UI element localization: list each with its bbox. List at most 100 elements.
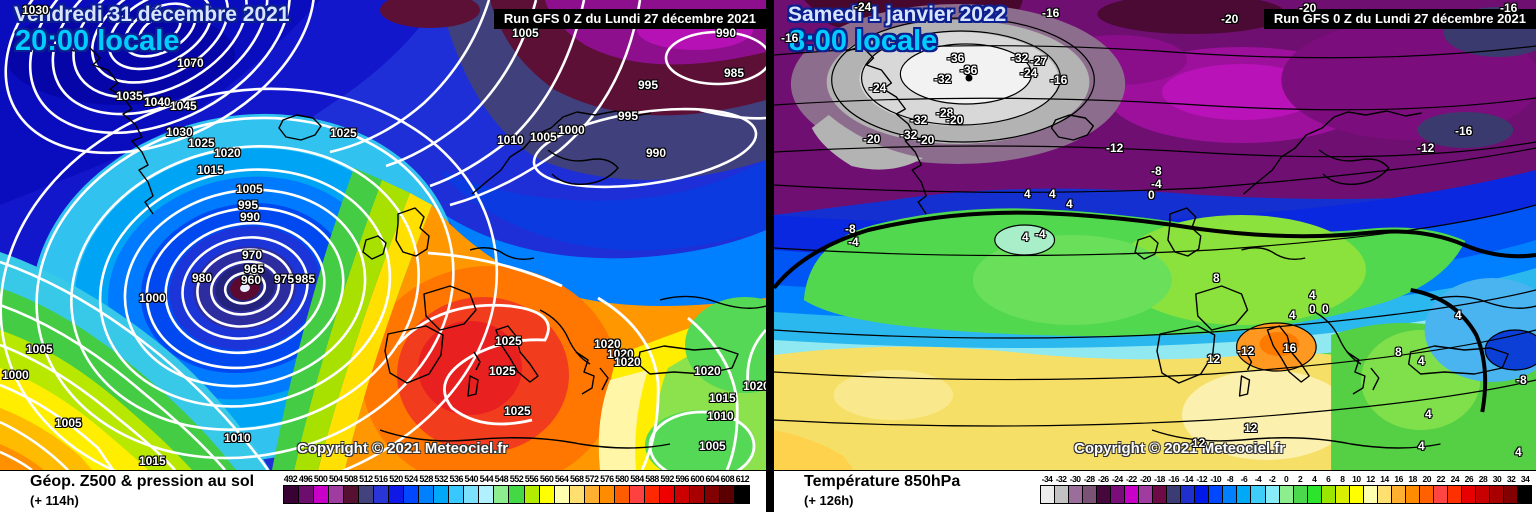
contour-label: 1020: [614, 355, 641, 369]
scale-color-cell: [1475, 486, 1490, 503]
scale-color-cell: [1447, 486, 1462, 503]
panel-temperature: Samedi 1 janvier 2022 8:00 locale Run GF…: [774, 0, 1536, 512]
contour-label: 1005: [512, 26, 539, 40]
scale-tick-label: -22: [1126, 474, 1137, 484]
scale-color-cell: [1321, 486, 1336, 503]
geopotential-map: Vendredi 31 décembre 2021 20:00 locale R…: [0, 0, 766, 471]
scale-color-cell: [284, 486, 300, 503]
scale-tick-label: 532: [434, 474, 448, 484]
copyright-text: Copyright © 2021 Meteociel.fr: [297, 440, 509, 457]
contour-label: 8: [1395, 345, 1402, 359]
temperature-color-scale: -34 -32 -30 -28 -26 -24 -22 -20 -18 -16 -14 -12 -10-…: [1040, 473, 1532, 504]
contour-label: 985: [724, 66, 745, 80]
geopotential-color-scale: 492 496 500 504 508 512 516 520 524 528 532 536 540 5…: [283, 473, 750, 504]
contour-label: 1025: [188, 136, 215, 150]
contour-label: -32: [1011, 51, 1029, 65]
contour-label: 4: [1066, 197, 1073, 211]
scale-tick-label: 608: [720, 474, 735, 484]
contour-label: 1005: [55, 416, 82, 430]
contour-label: 1010: [497, 133, 524, 147]
scale-color-cell: [1153, 486, 1168, 503]
scale-tick-label: 572: [585, 474, 599, 484]
scale-color-cell: [329, 486, 345, 503]
scale-tick-label: 18: [1408, 474, 1417, 484]
contour-label: -32: [900, 128, 918, 142]
scale-color-cell: [404, 486, 420, 503]
scale-tick-label: 22: [1436, 474, 1446, 484]
scale-color-cell: [599, 486, 615, 503]
contour-label: 1070: [177, 56, 204, 70]
scale-tick-label: 540: [464, 474, 479, 484]
panel-geopotential: Vendredi 31 décembre 2021 20:00 locale R…: [0, 0, 766, 512]
scale-tick-label: 14: [1380, 474, 1389, 484]
contour-label: 4: [1309, 288, 1316, 302]
scale-tick-label: 500: [313, 474, 328, 484]
contour-label: 1010: [707, 409, 734, 423]
scale-color-cell: [1307, 486, 1322, 503]
scale-color-cell: [494, 486, 510, 503]
contour-label: 990: [240, 210, 261, 224]
contour-label: -4: [1035, 227, 1046, 241]
map-date-title: Samedi 1 janvier 2022: [788, 3, 1007, 26]
scale-tick-label: 24: [1450, 474, 1460, 484]
legend-title: Température 850hPa: [804, 473, 961, 490]
contour-label: 4: [1515, 445, 1522, 459]
scale-color-cell: [704, 486, 720, 503]
scale-color-cell: [1055, 486, 1070, 503]
contour-label: -16: [781, 31, 799, 45]
contour-label: 990: [716, 26, 737, 40]
scale-color-cell: [1083, 486, 1098, 503]
scale-color-cell: [1377, 486, 1392, 503]
scale-color-cell: [314, 486, 330, 503]
scale-tick-label: 596: [675, 474, 689, 484]
scale-tick-label: 28: [1478, 474, 1488, 484]
temperature-map-graphic: [774, 0, 1536, 470]
scale-color-cell: [1237, 486, 1252, 503]
scale-color-cell: [1349, 486, 1364, 503]
contour-label: 1020: [694, 364, 721, 378]
scale-tick-label: -8: [1226, 474, 1234, 484]
contour-label: 1000: [139, 291, 166, 305]
contour-label: 1030: [166, 125, 193, 139]
scale-tick-label: 34: [1520, 474, 1530, 484]
scale-tick-label: 32: [1506, 474, 1516, 484]
contour-label: 990: [646, 146, 667, 160]
panel-divider: [766, 0, 774, 512]
scale-tick-label: 604: [705, 474, 720, 484]
scale-color-cell: [1139, 486, 1154, 503]
contour-label: -24: [854, 0, 872, 14]
scale-tick-label: -20: [1140, 474, 1151, 484]
scale-tick-label: 12: [1366, 474, 1375, 484]
scale-tick-label: 4: [1312, 474, 1317, 484]
scale-tick-label: 536: [449, 474, 463, 484]
scale-tick-label: 30: [1492, 474, 1502, 484]
contour-label: -16: [1050, 73, 1068, 87]
scale-tick-label: -6: [1240, 474, 1248, 484]
contour-label: 960: [241, 273, 262, 287]
contour-label: -20: [917, 133, 935, 147]
scale-color-cell: [629, 486, 645, 503]
scale-color-cell: [359, 486, 375, 503]
contour-label: 4: [1022, 230, 1029, 244]
contour-label: -12: [1106, 141, 1124, 155]
scale-tick-label: 6: [1326, 474, 1331, 484]
scale-tick-label: 584: [630, 474, 644, 484]
scale-color-cell: [524, 486, 540, 503]
contour-label: -8: [1151, 164, 1162, 178]
scale-tick-label: -12: [1196, 474, 1208, 484]
scale-color-cell: [434, 486, 450, 503]
contour-label: -28: [936, 106, 954, 120]
contour-label: -16: [1455, 124, 1473, 138]
scale-tick-label: 20: [1422, 474, 1431, 484]
scale-color-cell: [1405, 486, 1420, 503]
contour-label: 4: [1425, 407, 1432, 421]
scale-color-cell: [1167, 486, 1182, 503]
contour-label: 995: [638, 78, 659, 92]
run-info-box: Run GFS 0 Z du Lundi 27 décembre 2021: [493, 9, 766, 29]
contour-label: 1015: [197, 163, 224, 177]
scale-tick-label: 10: [1352, 474, 1361, 484]
contour-label: 12: [1192, 436, 1206, 450]
contour-label: 1005: [26, 342, 53, 356]
contour-label: 1030: [22, 3, 49, 17]
